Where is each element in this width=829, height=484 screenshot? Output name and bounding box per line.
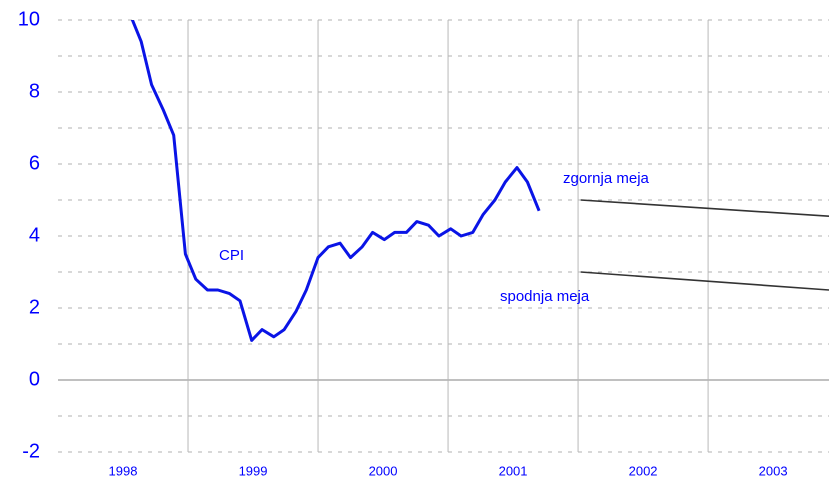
annotation: spodnja meja: [500, 288, 590, 305]
x-tick-label: 2000: [369, 463, 398, 478]
annotation: zgornja meja: [563, 170, 650, 187]
series-line: [580, 199, 829, 217]
y-tick-label: 10: [18, 8, 40, 30]
x-tick-label: 2002: [629, 463, 658, 478]
x-tick-label: 1998: [109, 463, 138, 478]
x-tick-label: 2003: [759, 463, 788, 478]
y-tick-label: 8: [29, 80, 40, 102]
series-line: [580, 271, 829, 291]
x-tick-label: 1999: [239, 463, 268, 478]
y-tick-label: 6: [29, 152, 40, 174]
y-tick-label: -2: [22, 440, 40, 462]
plot-area: [130, 20, 829, 342]
annotation: CPI: [219, 247, 244, 264]
grid: [58, 19, 829, 453]
x-tick-label: 2001: [499, 463, 528, 478]
y-tick-label: 2: [29, 296, 40, 318]
series-line: [130, 20, 541, 342]
y-tick-label: 4: [29, 224, 40, 246]
y-tick-label: 0: [29, 368, 40, 390]
